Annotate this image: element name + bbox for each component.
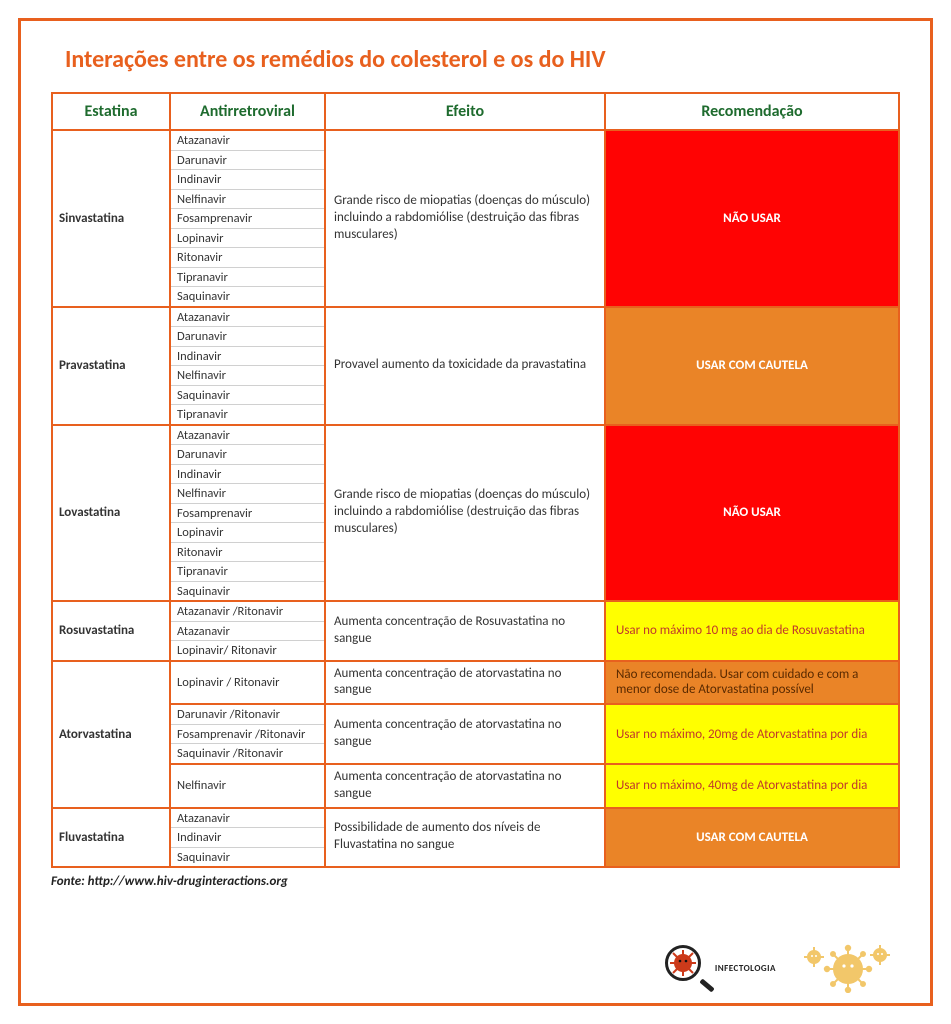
arv-item: Tipranavir bbox=[171, 405, 324, 424]
page-frame: Interações entre os remédios do colester… bbox=[18, 18, 933, 1006]
arv-item: Atazanavir /Ritonavir bbox=[171, 602, 324, 622]
arv-item: Saquinavir bbox=[171, 582, 324, 601]
arv-item: Nelfinavir bbox=[171, 190, 324, 210]
statin-cell: Fluvastatina bbox=[52, 808, 170, 868]
effect-cell: Aumenta concentração de atorvastatina no… bbox=[325, 704, 605, 764]
effect-cell: Aumenta concentração de atorvastatina no… bbox=[325, 661, 605, 705]
arv-item: Atazanavir bbox=[171, 308, 324, 328]
arv-item: Atazanavir bbox=[171, 131, 324, 151]
recommendation-cell: Não recomendada. Usar com cuidado e com … bbox=[605, 661, 899, 705]
statin-cell: Lovastatina bbox=[52, 425, 170, 602]
arv-item: Saquinavir bbox=[171, 848, 324, 867]
table-row: NelfinavirAumenta concentração de atorva… bbox=[52, 764, 899, 808]
arv-item: Saquinavir /Ritonavir bbox=[171, 744, 324, 763]
arv-item: Indinavir bbox=[171, 347, 324, 367]
arv-item: Fosamprenavir bbox=[171, 209, 324, 229]
arv-item: Saquinavir bbox=[171, 287, 324, 306]
arv-item: Atazanavir bbox=[171, 809, 324, 829]
recommendation-cell: USAR COM CAUTELA bbox=[605, 808, 899, 868]
table-header-row: Estatina Antirretroviral Efeito Recomend… bbox=[52, 93, 899, 130]
arv-item: Nelfinavir bbox=[171, 484, 324, 504]
statin-cell: Atorvastatina bbox=[52, 661, 170, 808]
recommendation-cell: Usar no máximo, 20mg de Atorvastatina po… bbox=[605, 704, 899, 764]
table-row: SinvastatinaAtazanavirDarunavirIndinavir… bbox=[52, 130, 899, 307]
arv-item: Indinavir bbox=[171, 465, 324, 485]
arv-item: Darunavir /Ritonavir bbox=[171, 705, 324, 725]
infectologia-logo: INFECTOLOGIA bbox=[665, 945, 776, 991]
recommendation-cell: Usar no máximo, 40mg de Atorvastatina po… bbox=[605, 764, 899, 808]
arv-item: Nelfinavir bbox=[171, 776, 324, 795]
source-text: Fonte: http://www.hiv-druginteractions.o… bbox=[51, 874, 900, 889]
recommendation-cell: USAR COM CAUTELA bbox=[605, 307, 899, 425]
arv-item: Darunavir bbox=[171, 151, 324, 171]
virus-cluster-icon bbox=[800, 943, 890, 993]
arv-cell: AtazanavirDarunavirIndinavirNelfinavirFo… bbox=[170, 425, 325, 602]
statin-cell: Rosuvastatina bbox=[52, 601, 170, 661]
arv-item: Saquinavir bbox=[171, 386, 324, 406]
arv-item: Ritonavir bbox=[171, 248, 324, 268]
page-title: Interações entre os remédios do colester… bbox=[65, 45, 900, 74]
arv-item: Tipranavir bbox=[171, 268, 324, 288]
arv-item: Lopinavir bbox=[171, 523, 324, 543]
recommendation-cell: NÃO USAR bbox=[605, 425, 899, 602]
recommendation-cell: NÃO USAR bbox=[605, 130, 899, 307]
header-rec: Recomendação bbox=[605, 93, 899, 130]
effect-cell: Grande risco de miopatias (doenças do mú… bbox=[325, 130, 605, 307]
table-row: LovastatinaAtazanavirDarunavirIndinavirN… bbox=[52, 425, 899, 602]
effect-cell: Grande risco de miopatias (doenças do mú… bbox=[325, 425, 605, 602]
interactions-table: Estatina Antirretroviral Efeito Recomend… bbox=[51, 92, 900, 868]
arv-item: Indinavir bbox=[171, 170, 324, 190]
effect-cell: Aumenta concentração de atorvastatina no… bbox=[325, 764, 605, 808]
arv-item: Fosamprenavir bbox=[171, 504, 324, 524]
arv-cell: AtazanavirDarunavirIndinavirNelfinavirSa… bbox=[170, 307, 325, 425]
arv-item: Ritonavir bbox=[171, 543, 324, 563]
arv-item: Atazanavir bbox=[171, 622, 324, 642]
arv-item: Tipranavir bbox=[171, 562, 324, 582]
recommendation-cell: Usar no máximo 10 mg ao dia de Rosuvasta… bbox=[605, 601, 899, 661]
effect-cell: Aumenta concentração de Rosuvastatina no… bbox=[325, 601, 605, 661]
statin-cell: Sinvastatina bbox=[52, 130, 170, 307]
statin-cell: Pravastatina bbox=[52, 307, 170, 425]
arv-cell: AtazanavirDarunavirIndinavirNelfinavirFo… bbox=[170, 130, 325, 307]
arv-item: Lopinavir bbox=[171, 229, 324, 249]
arv-cell: Nelfinavir bbox=[170, 764, 325, 808]
arv-item: Lopinavir/ Ritonavir bbox=[171, 641, 324, 660]
footer-logos: INFECTOLOGIA bbox=[665, 943, 890, 993]
effect-cell: Provavel aumento da toxicidade da pravas… bbox=[325, 307, 605, 425]
arv-cell: Atazanavir /RitonavirAtazanavirLopinavir… bbox=[170, 601, 325, 661]
arv-item: Fosamprenavir /Ritonavir bbox=[171, 725, 324, 745]
arv-item: Indinavir bbox=[171, 828, 324, 848]
arv-item: Nelfinavir bbox=[171, 366, 324, 386]
arv-item: Lopinavir / Ritonavir bbox=[171, 673, 324, 692]
table-row: RosuvastatinaAtazanavir /RitonavirAtazan… bbox=[52, 601, 899, 661]
table-row: PravastatinaAtazanavirDarunavirIndinavir… bbox=[52, 307, 899, 425]
arv-cell: AtazanavirIndinavirSaquinavir bbox=[170, 808, 325, 868]
table-row: AtorvastatinaLopinavir / RitonavirAument… bbox=[52, 661, 899, 705]
arv-cell: Lopinavir / Ritonavir bbox=[170, 661, 325, 705]
table-row: Darunavir /RitonavirFosamprenavir /Riton… bbox=[52, 704, 899, 764]
infectologia-label: INFECTOLOGIA bbox=[715, 963, 776, 974]
arv-item: Atazanavir bbox=[171, 426, 324, 446]
table-row: FluvastatinaAtazanavirIndinavirSaquinavi… bbox=[52, 808, 899, 868]
arv-item: Darunavir bbox=[171, 445, 324, 465]
header-effect: Efeito bbox=[325, 93, 605, 130]
arv-cell: Darunavir /RitonavirFosamprenavir /Riton… bbox=[170, 704, 325, 764]
header-arv: Antirretroviral bbox=[170, 93, 325, 130]
germ-icon bbox=[670, 950, 696, 976]
effect-cell: Possibilidade de aumento dos níveis de F… bbox=[325, 808, 605, 868]
arv-item: Darunavir bbox=[171, 327, 324, 347]
header-statin: Estatina bbox=[52, 93, 170, 130]
